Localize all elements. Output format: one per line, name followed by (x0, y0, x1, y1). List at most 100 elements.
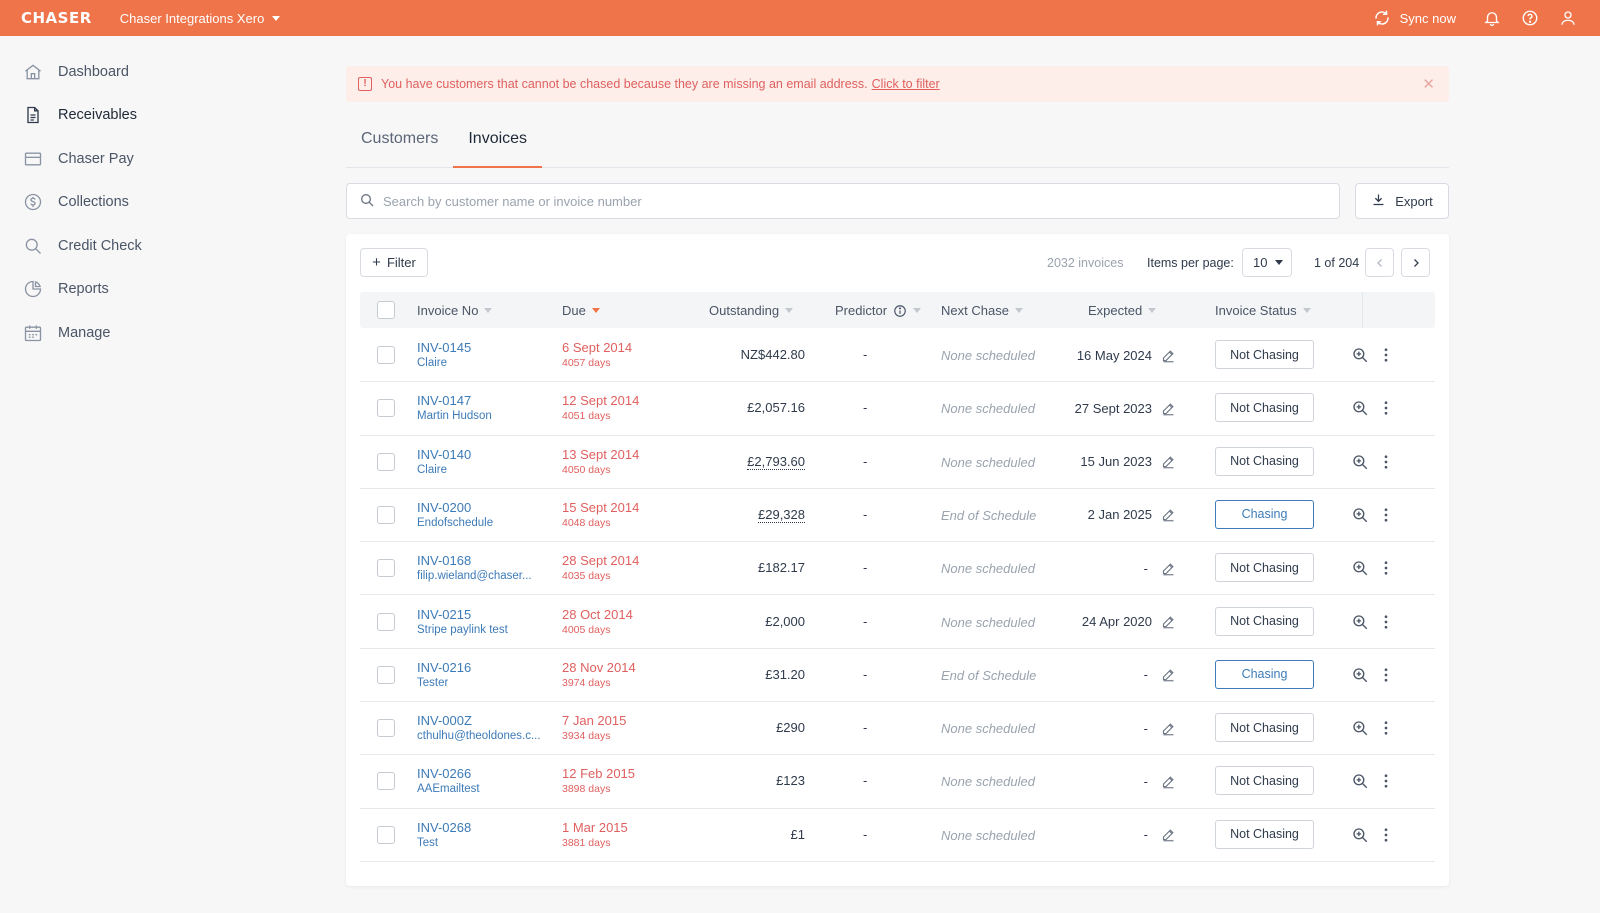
invoice-number-link[interactable]: INV-0266 (417, 766, 472, 782)
header-next-chase[interactable]: Next Chase (941, 303, 1023, 318)
edit-pencil-icon[interactable] (1160, 454, 1176, 470)
header-due[interactable]: Due (562, 303, 600, 318)
customer-name-link[interactable]: AAEmailtest (417, 783, 480, 796)
invoice-status-button[interactable]: Chasing (1215, 659, 1314, 689)
invoice-number-link[interactable]: INV-0140 (417, 446, 472, 462)
zoom-in-icon[interactable] (1350, 612, 1370, 632)
table-row[interactable]: INV-0168 filip.wieland@chaser... 28 Sept 2… (360, 541, 1435, 596)
table-row[interactable]: INV-0147 Martin Hudson 12 Sept 2014 4051 da… (360, 381, 1435, 436)
invoice-number-link[interactable]: INV-0145 (417, 340, 472, 355)
table-row[interactable]: INV-000Z cthulhu@theoldones.c... 7 Jan 201… (360, 701, 1435, 756)
row-checkbox[interactable] (377, 346, 395, 364)
chaser-logo[interactable]: CHASER (21, 9, 92, 27)
customer-name-link[interactable]: Tester (417, 676, 449, 689)
sidebar-item-receivables[interactable]: Receivables (0, 94, 300, 138)
table-row[interactable]: INV-0216 Tester 28 Nov 2014 3974 days £31.20… (360, 648, 1435, 703)
edit-pencil-icon[interactable] (1160, 614, 1176, 630)
customer-name-link[interactable]: cthulhu@theoldones.c... (417, 730, 541, 743)
row-checkbox[interactable] (377, 665, 395, 684)
sidebar-item-chaser-pay[interactable]: Chaser Pay (0, 137, 300, 181)
invoice-number-link[interactable]: INV-0147 (417, 393, 472, 409)
row-checkbox[interactable] (377, 772, 395, 791)
search-input[interactable] (383, 193, 1283, 209)
table-row[interactable]: INV-0200 Endofschedule 15 Sept 2014 4048 da… (360, 488, 1435, 543)
row-checkbox[interactable] (377, 559, 395, 578)
row-checkbox[interactable] (377, 452, 395, 471)
row-checkbox[interactable] (377, 505, 395, 524)
sidebar-item-manage[interactable]: Manage (0, 311, 300, 355)
edit-pencil-icon[interactable] (1160, 400, 1176, 416)
more-options-icon[interactable] (1376, 398, 1396, 418)
more-options-icon[interactable] (1376, 452, 1396, 472)
invoice-status-button[interactable]: Not Chasing (1215, 766, 1314, 796)
customer-name-link[interactable]: Claire (417, 357, 448, 369)
prev-page-button[interactable] (1365, 248, 1394, 277)
invoice-number-link[interactable]: INV-000Z (417, 713, 472, 729)
header-predictor[interactable]: Predictor (835, 303, 922, 318)
invoice-status-button[interactable]: Not Chasing (1215, 713, 1314, 743)
invoice-status-button[interactable]: Not Chasing (1215, 393, 1314, 423)
header-invoice-status[interactable]: Invoice Status (1215, 303, 1311, 318)
items-per-page-select[interactable]: 10 (1242, 248, 1292, 277)
invoice-number-link[interactable]: INV-0168 (417, 553, 472, 569)
more-options-icon[interactable] (1376, 558, 1396, 578)
header-outstanding[interactable]: Outstanding (709, 303, 794, 318)
zoom-in-icon[interactable] (1350, 398, 1370, 418)
invoice-number-link[interactable]: INV-0215 (417, 606, 472, 622)
org-switcher[interactable]: Chaser Integrations Xero (120, 11, 281, 26)
edit-pencil-icon[interactable] (1160, 720, 1176, 736)
invoice-status-button[interactable]: Not Chasing (1215, 446, 1314, 476)
more-options-icon[interactable] (1376, 718, 1396, 738)
customer-name-link[interactable]: Stripe paylink test (417, 623, 508, 636)
more-options-icon[interactable] (1376, 345, 1396, 365)
help-icon[interactable] (1520, 8, 1540, 28)
more-options-icon[interactable] (1376, 612, 1396, 632)
zoom-in-icon[interactable] (1350, 665, 1370, 685)
customer-name-link[interactable]: Endofschedule (417, 516, 494, 529)
filter-button[interactable]: + Filter (360, 248, 428, 277)
export-button[interactable]: Export (1355, 183, 1449, 219)
zoom-in-icon[interactable] (1350, 345, 1370, 365)
invoice-status-button[interactable]: Not Chasing (1215, 340, 1314, 369)
select-all-checkbox[interactable] (377, 301, 395, 319)
edit-pencil-icon[interactable] (1160, 773, 1176, 789)
zoom-in-icon[interactable] (1350, 825, 1370, 845)
edit-pencil-icon[interactable] (1160, 507, 1176, 523)
customer-name-link[interactable]: Martin Hudson (417, 410, 492, 423)
sidebar-item-credit-check[interactable]: Credit Check (0, 224, 300, 268)
next-page-button[interactable] (1401, 248, 1430, 277)
more-options-icon[interactable] (1376, 825, 1396, 845)
tab-invoices[interactable]: Invoices (453, 118, 543, 168)
table-row[interactable]: INV-0215 Stripe paylink test 28 Oct 2014 40… (360, 595, 1435, 649)
customer-name-link[interactable]: Test (417, 836, 439, 849)
invoice-number-link[interactable]: INV-0200 (417, 499, 472, 515)
table-row[interactable]: INV-0266 AAEmailtest 12 Feb 2015 3898 days £… (360, 754, 1435, 809)
edit-pencil-icon[interactable] (1160, 347, 1176, 363)
invoice-status-button[interactable]: Chasing (1215, 499, 1314, 529)
table-row[interactable]: INV-0145 Claire 6 Sept 2014 4057 days NZ$442… (360, 328, 1435, 383)
sidebar-item-collections[interactable]: Collections (0, 181, 300, 225)
edit-pencil-icon[interactable] (1160, 560, 1176, 576)
edit-pencil-icon[interactable] (1160, 827, 1176, 843)
info-icon[interactable] (893, 304, 907, 318)
click-to-filter-link[interactable]: Click to filter (871, 77, 940, 91)
row-checkbox[interactable] (377, 612, 395, 631)
invoice-number-link[interactable]: INV-0268 (417, 819, 472, 835)
header-invoice-no[interactable]: Invoice No (417, 303, 493, 318)
customer-name-link[interactable]: filip.wieland@chaser... (417, 570, 532, 583)
table-row[interactable]: INV-0140 Claire 13 Sept 2014 4050 days £2,79… (360, 435, 1435, 489)
tab-customers[interactable]: Customers (361, 130, 439, 147)
sync-now-button[interactable]: Sync now (1372, 8, 1456, 28)
zoom-in-icon[interactable] (1350, 452, 1370, 472)
more-options-icon[interactable] (1376, 771, 1396, 791)
row-checkbox[interactable] (377, 719, 395, 738)
invoice-status-button[interactable]: Not Chasing (1215, 553, 1314, 583)
table-row[interactable]: INV-0268 Test 1 Mar 2015 3881 days £1 - None s… (360, 808, 1435, 862)
customer-name-link[interactable]: Claire (417, 463, 448, 476)
more-options-icon[interactable] (1376, 665, 1396, 685)
header-expected[interactable]: Expected (1088, 303, 1157, 318)
row-checkbox[interactable] (377, 399, 395, 418)
row-checkbox[interactable] (377, 825, 395, 844)
sidebar-item-dashboard[interactable]: Dashboard (0, 50, 300, 94)
zoom-in-icon[interactable] (1350, 771, 1370, 791)
